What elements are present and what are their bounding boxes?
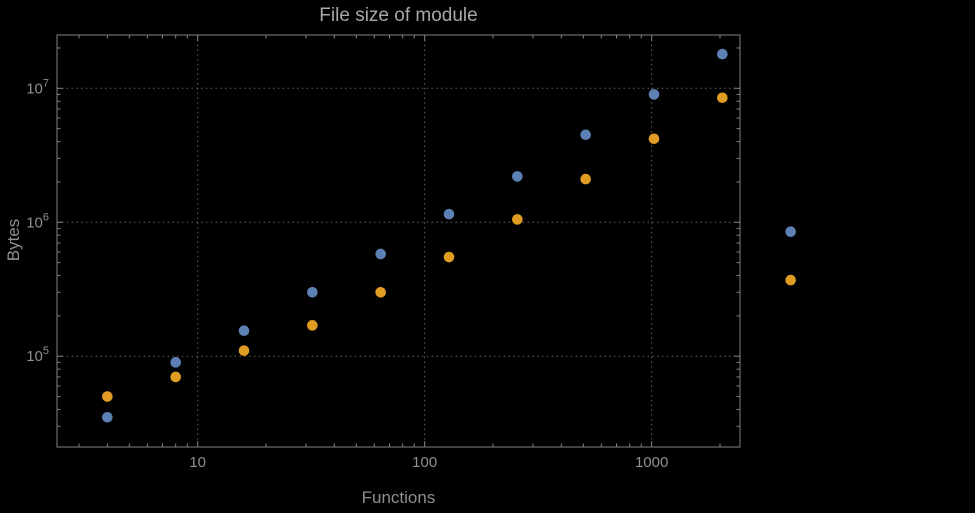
data-point-series-2 xyxy=(785,274,796,286)
data-point-series-2 xyxy=(238,345,250,356)
data-point-series-1 xyxy=(717,48,728,60)
data-point-series-2 xyxy=(170,371,181,383)
data-point-series-2 xyxy=(102,391,113,402)
data-point-series-2 xyxy=(443,251,455,263)
data-point-series-2 xyxy=(307,320,318,331)
x-axis-label: Functions xyxy=(361,488,436,507)
data-point-series-1 xyxy=(785,226,796,238)
data-point-series-2 xyxy=(512,214,523,225)
data-point-series-2 xyxy=(580,173,591,185)
data-point-series-2 xyxy=(648,133,660,145)
data-point-series-1 xyxy=(170,357,181,368)
data-point-series-1 xyxy=(307,286,318,298)
data-point-series-1 xyxy=(580,129,591,141)
data-point-series-1 xyxy=(648,89,660,100)
x-tick-label: 10 xyxy=(189,454,206,471)
data-point-series-1 xyxy=(238,325,250,337)
y-tick-label: 106 xyxy=(26,211,49,231)
x-tick-label: 100 xyxy=(412,454,437,471)
x-tick-label: 1000 xyxy=(635,454,668,471)
chart-title: File size of module xyxy=(319,5,478,26)
data-point-series-2 xyxy=(375,286,386,298)
data-point-series-1 xyxy=(443,208,455,220)
y-tick-label: 105 xyxy=(26,345,49,365)
data-point-series-1 xyxy=(102,411,113,423)
data-point-series-2 xyxy=(717,92,728,104)
data-point-series-1 xyxy=(512,171,523,182)
plot-frame xyxy=(56,34,741,448)
y-tick-label: 107 xyxy=(26,77,49,97)
data-point-series-1 xyxy=(375,248,386,260)
